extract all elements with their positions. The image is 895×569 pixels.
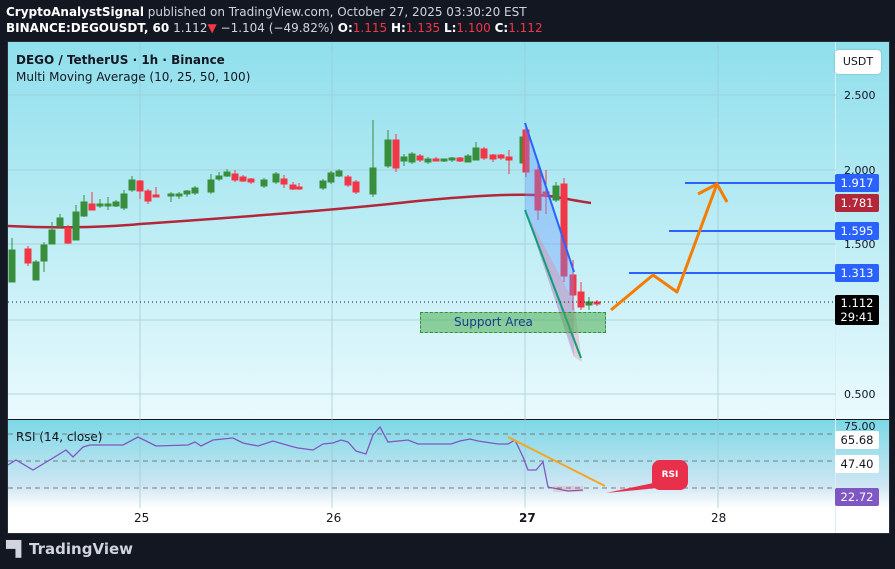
symbol-name: BINANCE:DEGOUSDT, 60 [6, 21, 170, 35]
last-price-value: 1.112 [840, 296, 874, 310]
ma-tag-1781: 1.781 [835, 194, 879, 212]
time-tick-26: 26 [326, 511, 342, 525]
close-value: 1.112 [508, 21, 543, 35]
price-tick-2000: 2.000 [844, 164, 876, 177]
close-label: C: [494, 21, 509, 35]
tradingview-logo-icon: ▀▌ [6, 540, 27, 558]
time-tick-25: 25 [134, 511, 150, 525]
support-area[interactable]: Support Area [420, 312, 606, 333]
rsi-tag-4740: 47.40 [835, 455, 879, 473]
bar-countdown: 29:41 [840, 310, 874, 324]
high-label: H: [390, 21, 406, 35]
author-name[interactable]: CryptoAnalystSignal [6, 5, 144, 19]
price-tick-0500: 0.500 [844, 388, 876, 401]
brand-name: TradingView [29, 540, 133, 558]
last-price: 1.112 [173, 21, 208, 35]
rsi-label[interactable]: RSI (14, close) [16, 430, 103, 444]
publish-info: CryptoAnalystSignal published on Trading… [6, 5, 527, 19]
chart-container[interactable]: DEGO / TetherUS · 1h · Binance Multi Mov… [7, 41, 890, 534]
open-label: O: [337, 21, 353, 35]
chart-title: DEGO / TetherUS · 1h · Binance [16, 53, 225, 67]
open-value: 1.115 [352, 21, 388, 35]
low-value: 1.100 [456, 21, 491, 35]
target-tag-1595: 1.595 [835, 222, 879, 240]
target-tag-1313: 1.313 [835, 264, 879, 282]
indicator-label[interactable]: Multi Moving Average (10, 25, 50, 100) [16, 70, 251, 84]
down-arrow-icon: ▼ [207, 21, 217, 35]
target-tag-1917: 1.917 [835, 174, 879, 192]
chart-canvas[interactable] [8, 42, 889, 533]
price-change: −1.104 (−49.82%) [220, 21, 334, 35]
low-label: L: [443, 21, 457, 35]
last-price-tag: 1.112 29:41 [835, 295, 879, 325]
rsi-tag-6568: 65.68 [835, 431, 879, 449]
symbol-info: BINANCE:DEGOUSDT, 60 1.112▼ −1.104 (−49.… [6, 21, 543, 35]
currency-button[interactable]: USDT [835, 50, 881, 74]
publish-text: published on TradingView.com, October 27… [147, 5, 527, 19]
time-tick-27: 27 [519, 511, 536, 525]
high-value: 1.135 [405, 21, 441, 35]
candles [8, 120, 601, 310]
tradingview-logo[interactable]: ▀▌ TradingView [6, 540, 133, 558]
price-tick-1500: 1.500 [844, 238, 876, 251]
rsi-current-tag: 22.72 [835, 488, 879, 506]
price-tick-2500: 2.500 [844, 89, 876, 102]
rsi-tick-75: 75.00 [844, 420, 876, 433]
rsi-annotation[interactable]: RSI [652, 460, 688, 490]
time-tick-28: 28 [711, 511, 727, 525]
